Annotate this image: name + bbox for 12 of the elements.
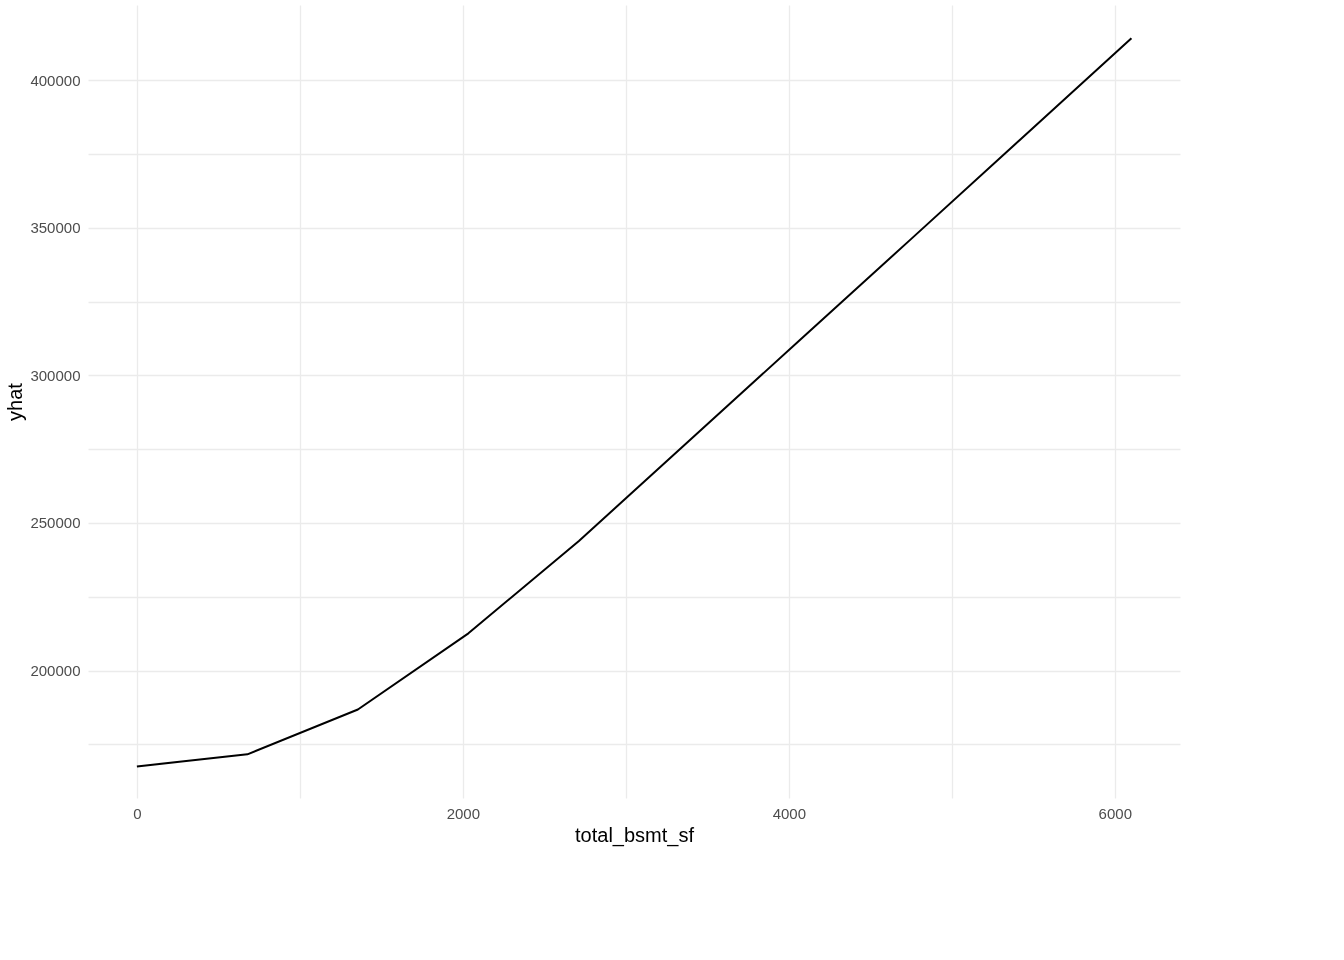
y-tick-label: 200000 [30,662,81,680]
x-tick-label: 4000 [772,804,807,822]
x-axis-title: total_bsmt_sf [575,823,695,847]
y-tick-label: 250000 [30,514,81,532]
y-tick-label: 300000 [30,366,81,384]
x-tick-label: 2000 [446,804,481,822]
x-tick-label: 0 [133,804,142,822]
line-series [135,37,1133,768]
y-axis-title: yhat [4,382,27,421]
y-tick-label: 350000 [30,219,81,237]
x-tick-label: 6000 [1098,804,1132,822]
y-tick-label: 400000 [30,71,81,89]
